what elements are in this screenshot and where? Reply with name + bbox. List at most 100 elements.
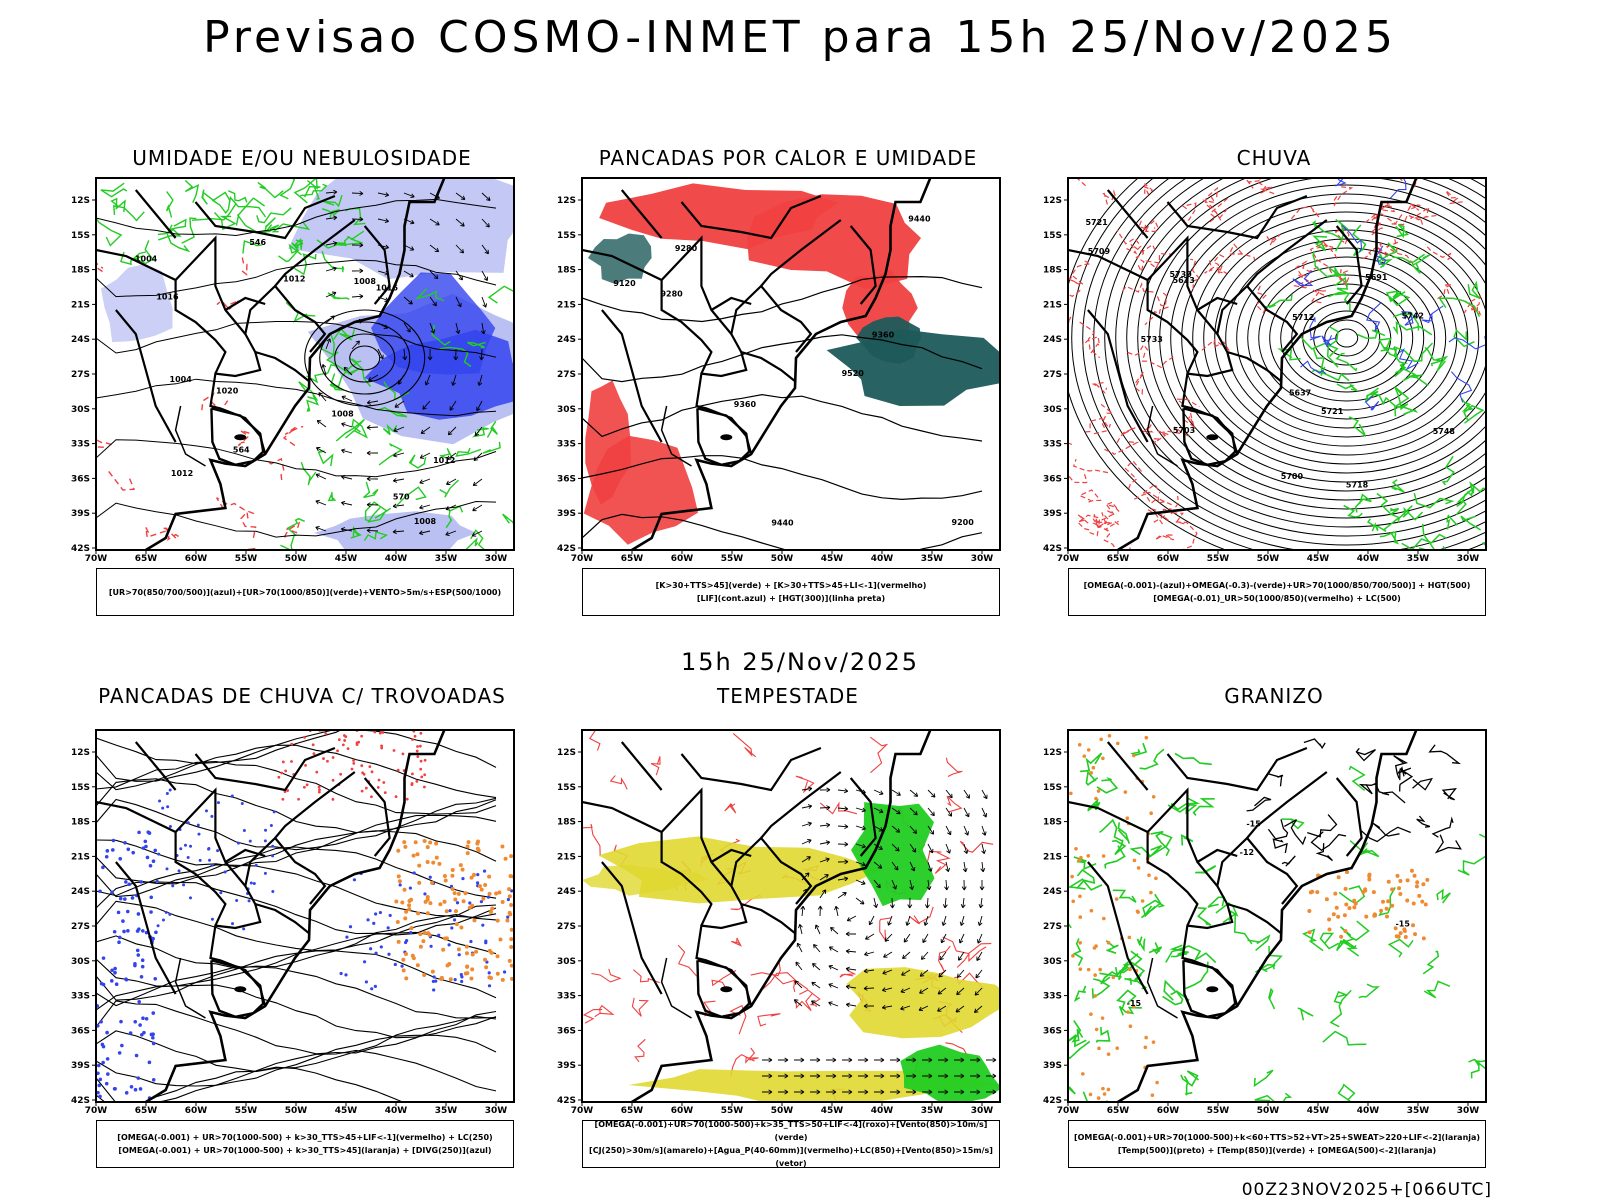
- convective-dot: [417, 880, 422, 885]
- humidity-contour-low: [327, 292, 350, 301]
- lon-tick-label: 50W: [771, 554, 794, 564]
- streamline: [96, 881, 497, 936]
- humidity-contour-low: [184, 179, 200, 203]
- convective-dot: [428, 901, 433, 906]
- wind-vector: [945, 807, 953, 817]
- divergence-dot: [99, 981, 104, 986]
- pressure-isobar: [96, 439, 497, 478]
- hail-dot: [1096, 789, 1101, 793]
- divergence-dot: [111, 838, 116, 843]
- omega-contour-strong: [1364, 387, 1379, 403]
- divergence-dot: [96, 1071, 100, 1076]
- convective-dot: [407, 907, 412, 912]
- wind-vector: [325, 241, 338, 246]
- divergence-dot: [161, 806, 165, 810]
- contour-label: 546: [249, 238, 266, 247]
- temp-850-contour: [1319, 932, 1340, 950]
- wind-vector: [873, 861, 883, 869]
- country-border: [660, 832, 713, 927]
- divergence-dot: [166, 805, 170, 809]
- wind-vector: [938, 969, 947, 978]
- river-line: [1146, 405, 1178, 467]
- temp-850-contour: [1222, 912, 1253, 945]
- hail-dot: [1074, 846, 1078, 851]
- omega-contour: [1410, 205, 1431, 225]
- country-border: [601, 861, 663, 995]
- divergence-dot: [117, 940, 121, 945]
- omega-contour: [1246, 178, 1263, 189]
- wind-vector: [891, 789, 901, 796]
- divergence-dot: [124, 977, 128, 982]
- wind-vector: [826, 1057, 837, 1063]
- omega-contour: [1100, 189, 1118, 205]
- divergence-dot: [231, 922, 235, 926]
- hail-dot: [1111, 975, 1116, 980]
- divergence-dot: [374, 912, 378, 916]
- contour-label: -12: [1240, 848, 1254, 857]
- thunderstorm-dot: [331, 778, 335, 782]
- divergence-dot: [131, 850, 136, 855]
- convective-dot: [459, 925, 464, 930]
- thunderstorm-dot: [392, 749, 396, 752]
- temp-850-contour: [1072, 938, 1084, 966]
- convective-dot: [463, 891, 468, 896]
- convective-dot: [396, 939, 401, 944]
- wind-vector: [762, 1073, 773, 1079]
- map-panel-pancadas-calor: 9520 9440 9440 9280 9360 9360 9280 9200 9120 12S 1…: [557, 177, 1001, 564]
- lat-tick-label: 12S: [71, 196, 90, 206]
- omega-contour-strong: [1401, 533, 1447, 550]
- wind-vector: [906, 1057, 917, 1063]
- lat-tick-label: 21S: [71, 852, 90, 862]
- geopotential-contour: [1291, 292, 1403, 384]
- streamline-850: [839, 969, 857, 978]
- omega-contour-weak: [1401, 310, 1416, 326]
- temp-850-contour: [1358, 983, 1380, 999]
- streamline: [96, 744, 497, 799]
- temp-850-contour: [1180, 1070, 1200, 1087]
- omega-contour-strong: [1354, 493, 1372, 513]
- humidity-contour-low: [455, 447, 482, 458]
- lon-tick-label: 40W: [385, 554, 408, 564]
- wind-vector: [472, 504, 483, 512]
- lat-tick-label: 39S: [1043, 1061, 1062, 1071]
- temp-850-contour: [1085, 770, 1099, 786]
- convective-dot: [507, 894, 512, 899]
- divergence-dot: [104, 854, 109, 859]
- streamline-850: [634, 1038, 646, 1063]
- wind-vector: [927, 825, 935, 835]
- omega-contour-weak: [1366, 302, 1382, 332]
- convective-dot: [422, 838, 427, 843]
- divergence-dot: [183, 843, 187, 847]
- lat-tick-label: 24S: [71, 335, 90, 345]
- divergence-dot: [133, 1019, 138, 1024]
- hail-dot: [1149, 890, 1153, 895]
- convective-dot: [450, 873, 455, 878]
- divergence-dot: [196, 823, 200, 827]
- lon-tick-label: 40W: [1357, 554, 1380, 564]
- wind-vector: [940, 933, 947, 944]
- wind-vector: [778, 1089, 789, 1095]
- thunderstorm-dot: [382, 781, 386, 784]
- omega-contour: [1068, 289, 1081, 298]
- lon-tick-label: 35W: [921, 1106, 944, 1116]
- omega-contour-strong: [1343, 504, 1363, 518]
- contour-label: 5637: [1289, 389, 1311, 398]
- panel-title-umidade: UMIDADE E/OU NEBULOSIDADE: [132, 146, 472, 170]
- divergence-dot: [130, 896, 135, 900]
- humidity-contour-low: [288, 242, 302, 256]
- thunderstorm-dot: [361, 771, 365, 775]
- contour-label: 5673: [1173, 276, 1195, 285]
- divergence-dot: [412, 871, 416, 875]
- divergence-dot: [110, 890, 114, 895]
- convective-dot: [409, 897, 414, 902]
- omega-contour-strong: [1393, 311, 1420, 331]
- thunderstorm-dot: [305, 783, 309, 787]
- hail-dot: [1393, 926, 1398, 931]
- humidity-contour-low: [351, 358, 372, 387]
- wind-vector: [956, 987, 965, 996]
- convective-dot: [453, 897, 458, 902]
- hail-dot: [1336, 875, 1341, 880]
- wind-vector: [318, 392, 327, 402]
- country-border: [274, 285, 327, 353]
- divergence-dot: [447, 943, 451, 947]
